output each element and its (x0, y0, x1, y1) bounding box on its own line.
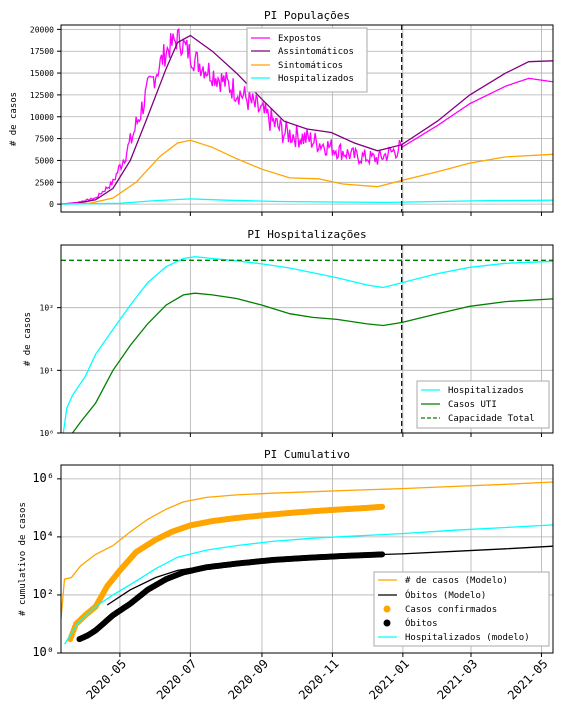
y-tick-label: 10⁰ (40, 429, 54, 438)
legend-label-hospitalizados: Hospitalizados (278, 74, 354, 84)
x-tick-label: 2020-07 (154, 657, 200, 703)
panel-populacoes: PI Populações # de casos 0 2500 5000 7500 10… (9, 9, 554, 216)
series-casos-uti (71, 292, 553, 433)
series-sintom-ticos (61, 139, 553, 205)
legend-label-casos-confirmados: Casos confirmados (405, 605, 497, 615)
y-tick-label: 0 (49, 200, 54, 209)
y-tick-label: 12500 (30, 91, 54, 100)
legend: Hospitalizados Casos UTI Capacidade Tota… (416, 380, 550, 429)
panel-title: PI Cumulativo (264, 448, 350, 461)
series-hospitalizados-modelo (63, 524, 553, 645)
legend-label-obitos: Óbitos (405, 617, 438, 629)
y-tick-label: 10⁴ (32, 529, 54, 543)
data-point (379, 503, 386, 510)
legend-label-obitos-modelo: Óbitos (Modelo) (405, 589, 486, 601)
legend: Expostos Assintomáticos Sintomáticos Hos… (246, 27, 368, 93)
series-group (61, 256, 553, 433)
x-tick-label: 2021-05 (505, 657, 551, 703)
x-tick-label: 2020-05 (83, 657, 129, 703)
y-tick-label: 10⁰ (32, 645, 54, 659)
panel-cumulativo: PI Cumulativo # cumulativo de casos 10⁰ 1… (18, 448, 554, 703)
y-tick-label: 5000 (35, 156, 54, 165)
series-hospitalizados (61, 198, 553, 205)
y-tick-label: 17500 (30, 47, 54, 56)
legend-label-assintomaticos: Assintomáticos (278, 47, 354, 57)
legend-label-capacidade: Capacidade Total (448, 414, 535, 424)
series-assintom-ticos (61, 34, 553, 205)
y-axis-label: # de casos (23, 312, 33, 366)
x-tick-label: 2020-11 (296, 657, 342, 703)
plot-frame (60, 464, 554, 654)
series--bitos (76, 551, 386, 643)
data-point (379, 551, 386, 558)
series-group (61, 481, 553, 645)
panel-title: PI Populações (264, 9, 350, 22)
legend-box (246, 27, 368, 93)
plot-frame (60, 244, 554, 434)
legend-swatch-obitos (383, 619, 391, 627)
panel-title: PI Hospitalizações (247, 228, 366, 241)
x-tick-label: 2021-03 (435, 657, 481, 703)
legend-label-sintomaticos: Sintomáticos (278, 61, 343, 71)
y-axis-label: # cumulativo de casos (18, 502, 28, 616)
panel-hospitalizacoes: PI Hospitalizações # de casos 10⁰10¹10² … (23, 228, 554, 438)
y-tick-label: 10² (40, 304, 54, 313)
y-tick-label: 10¹ (40, 366, 54, 375)
y-tick-label: 7500 (35, 135, 54, 144)
x-tick-label: 2020-09 (225, 657, 271, 703)
x-tick-label: 2021-01 (366, 657, 412, 703)
y-tick-label: 10² (32, 587, 54, 601)
legend-label-hospitalizados: Hospitalizados (448, 386, 524, 396)
y-tick-label: 2500 (35, 178, 54, 187)
y-tick-label: 10⁶ (32, 471, 54, 485)
y-tick-label: 10000 (30, 113, 54, 122)
y-tick-label: 20000 (30, 25, 54, 34)
legend-label-expostos: Expostos (278, 34, 321, 44)
series-casos-confirmados (67, 503, 386, 643)
series--de-casos-modelo (61, 481, 553, 619)
y-tick-label: 15000 (30, 69, 54, 78)
legend-label-casos-uti: Casos UTI (448, 400, 497, 410)
legend-label-hospitalizados-modelo: Hospitalizados (modelo) (405, 633, 530, 643)
y-axis-label: # de casos (9, 92, 19, 146)
legend: # de casos (Modelo) Óbitos (Modelo) Caso… (373, 571, 550, 647)
plot-frame (60, 24, 554, 213)
legend-label-casos-modelo: # de casos (Modelo) (405, 576, 508, 586)
legend-box (373, 571, 550, 647)
series-group (61, 27, 553, 205)
legend-swatch-casos-confirmados (383, 605, 391, 613)
